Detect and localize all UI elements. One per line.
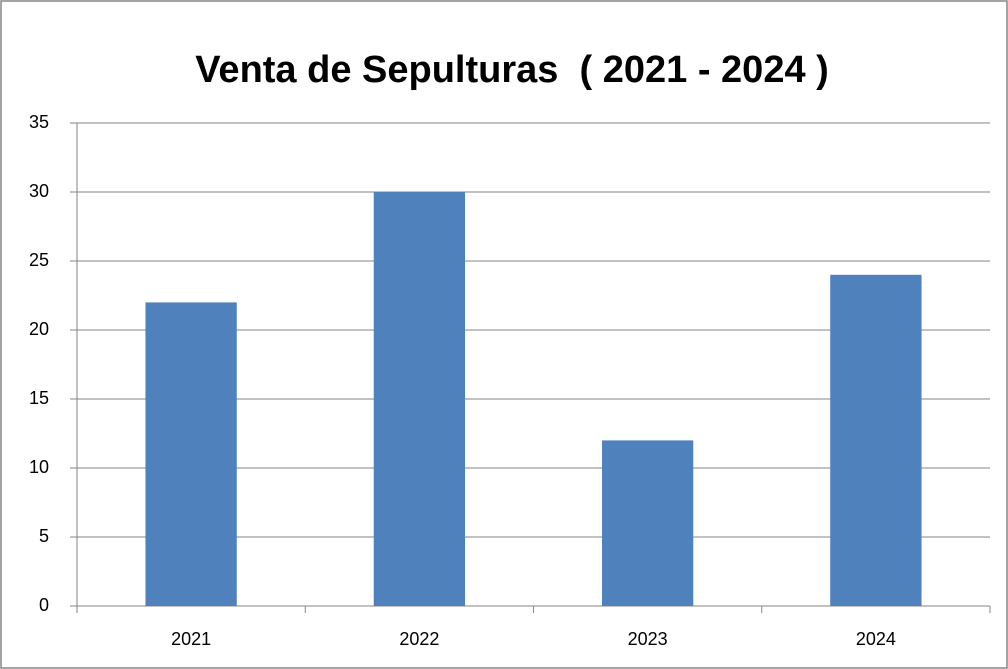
y-tick-label: 35 xyxy=(29,112,49,132)
y-tick-label: 30 xyxy=(29,181,49,201)
y-tick-label: 20 xyxy=(29,319,49,339)
y-tick-label: 0 xyxy=(39,595,49,615)
y-tick-label: 25 xyxy=(29,250,49,270)
bar xyxy=(145,302,237,606)
x-tick-label: 2021 xyxy=(171,629,211,649)
y-tick-label: 10 xyxy=(29,457,49,477)
x-tick-label: 2022 xyxy=(399,629,439,649)
chart-title: Venta de Sepulturas ( 2021 - 2024 ) xyxy=(195,49,829,91)
y-tick-label: 15 xyxy=(29,388,49,408)
bar xyxy=(601,440,694,606)
x-tick-label: 2023 xyxy=(628,629,668,649)
bar xyxy=(830,274,922,606)
bar xyxy=(373,192,466,606)
y-tick-label: 5 xyxy=(39,526,49,546)
x-tick-label: 2024 xyxy=(856,629,896,649)
